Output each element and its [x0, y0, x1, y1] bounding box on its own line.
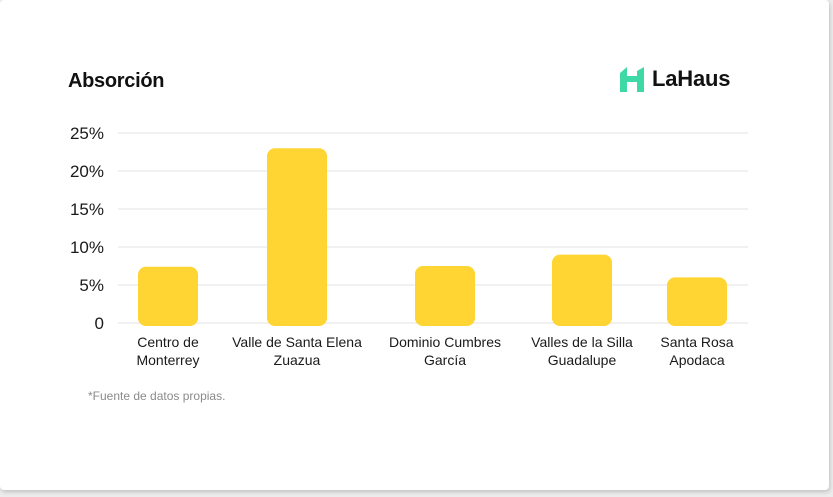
x-tick-label: Santa Rosa — [660, 334, 733, 350]
x-tick-label: Guadalupe — [548, 352, 617, 368]
y-tick-label: 25% — [70, 124, 104, 143]
bar — [267, 148, 327, 326]
x-tick-label: Valle de Santa Elena — [232, 334, 362, 350]
x-tick-label: Centro de — [137, 334, 199, 350]
chart-gridlines — [118, 132, 748, 324]
house-logo-icon — [620, 67, 644, 92]
x-tick-label: García — [424, 352, 466, 368]
footnote: *Fuente de datos propias. — [88, 389, 226, 403]
x-axis-labels: Centro de Monterrey Valle de Santa Elena Zu… — [136, 334, 733, 368]
y-tick-label: 15% — [70, 200, 104, 219]
brand-logo: LaHaus — [620, 66, 730, 92]
bar — [138, 266, 198, 326]
y-tick-label: 20% — [70, 162, 104, 181]
x-tick-label: Valles de la Silla — [531, 334, 633, 350]
x-tick-label: Dominio Cumbres — [389, 334, 501, 350]
x-tick-label: Monterrey — [136, 352, 199, 368]
y-tick-label: 10% — [70, 238, 104, 257]
brand-name: LaHaus — [652, 66, 731, 91]
x-tick-label: Apodaca — [669, 352, 724, 368]
bar — [415, 266, 475, 326]
y-tick-label: 0 — [95, 314, 104, 333]
chart-title: Absorción — [68, 70, 165, 92]
y-tick-label: 5% — [79, 276, 104, 295]
x-tick-label: Zuazua — [274, 352, 321, 368]
y-axis-ticks: 0 5% 10% 15% 20% 25% — [70, 124, 104, 333]
chart-bars — [138, 148, 727, 326]
bar — [552, 254, 612, 326]
bar — [667, 277, 727, 326]
